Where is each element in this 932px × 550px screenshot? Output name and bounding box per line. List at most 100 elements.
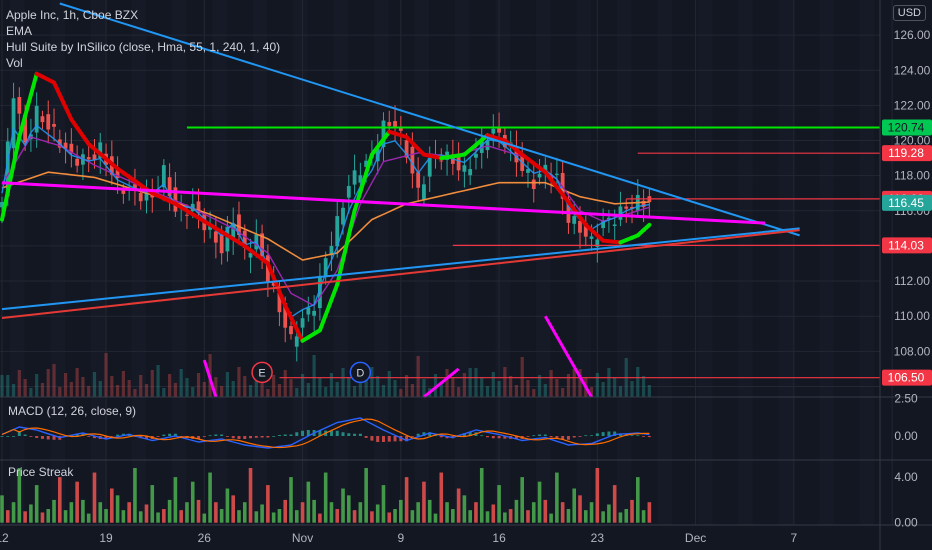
indicator-hull-label[interactable]: Hull Suite by InSilico (close, Hma, 55, … [6,40,281,54]
macd-histogram-bar [358,433,362,436]
candle-body [491,128,496,134]
streak-bar [323,472,328,523]
candle-body [213,231,218,243]
session-band [535,0,551,525]
macd-histogram-bar [561,436,565,440]
macd-histogram-bar [462,433,466,436]
streak-bar [46,509,51,523]
time-tick-label: 23 [591,531,605,545]
candle-body [531,179,536,189]
streak-bar [289,477,293,523]
candle-body [352,170,357,185]
macd-histogram-bar [214,434,218,436]
macd-histogram-bar [329,430,333,436]
streak-bar [318,513,322,523]
candle-body [63,142,68,149]
candle-body [312,310,317,316]
macd-histogram-bar [572,436,576,438]
streak-bar [266,485,270,523]
volume-bar [555,379,559,397]
candle-body [375,149,380,162]
volume-bar [87,386,91,397]
volume-bar [162,388,166,397]
volume-bar [202,382,206,397]
candle-body [11,98,16,149]
macd-histogram-bar [301,430,305,436]
macd-histogram-bar [595,433,599,436]
price-streak-title[interactable]: Price Streak [8,465,74,479]
candle-body [583,222,588,237]
candle-body [121,190,126,194]
macd-histogram-bar [468,432,472,436]
streak-bar [595,467,600,523]
macd-histogram-bar [29,436,33,437]
price-axis[interactable]: 108.00110.00112.00114.00116.00118.00120.… [882,28,932,530]
indicator-ema-label[interactable]: EMA [6,24,33,38]
volume-bar [81,377,85,397]
macd-histogram-bar [584,435,588,437]
streak-bar [508,509,513,523]
streak-bar [468,510,472,523]
macd-histogram-bar [179,436,183,437]
volume-bar [589,387,594,397]
macd-histogram-bar [283,434,287,436]
streak-bar [364,467,368,523]
streak-bar [219,509,224,523]
streak-bar [410,510,415,523]
streak-bar [601,511,605,523]
candle-body [543,164,548,174]
macd-title[interactable]: MACD (12, 26, close, 9) [8,404,137,418]
symbol-title[interactable]: Apple Inc, 1h, Cboe BZX [6,8,139,22]
volume-bar [543,384,547,397]
streak-bar [121,510,126,523]
macd-histogram-bar [46,436,50,440]
candle-body [474,153,478,158]
streak-bar [624,509,629,523]
candle-body [572,216,577,224]
candle-body [289,326,293,335]
indicator-overlays [0,71,652,343]
candle-body [439,160,444,162]
indicator-vol-label[interactable]: Vol [6,56,23,70]
price-tick-label: 118.00 [894,169,930,183]
volume-bar [116,385,120,397]
volume-bar [11,384,16,397]
streak-bar [370,511,374,523]
streak-bar [618,512,623,523]
volume-bar [133,389,137,397]
candle-body [260,233,264,257]
session-band [374,0,389,525]
volume-bar [613,377,617,397]
macd-histogram-bar [428,432,432,436]
hull-segment [277,289,288,308]
streak-bar [514,499,519,523]
session-band [50,0,65,525]
candle-body [393,121,397,128]
session-band [859,0,875,525]
volume-bar [485,386,490,397]
volume-bar [185,378,189,397]
hull-segment [641,222,652,233]
streak-bar [491,504,496,523]
candle-body [346,186,351,198]
candle-body [641,200,646,208]
macd-histogram-bar [202,436,206,437]
candle-body [248,252,253,258]
candle-body [387,122,392,126]
streak-bar [17,467,22,523]
volume-bar [312,355,316,397]
volume-bar [537,375,542,397]
streak-bar [34,485,39,523]
price-tick-label: 112.00 [894,274,930,288]
currency-button[interactable]: USD [892,5,926,21]
macd-histogram-bar [376,436,380,442]
candle-body [398,128,403,131]
time-axis[interactable]: 12 19 26 Nov 9 16 23 Dec 7 [0,531,798,545]
candle-body [185,214,189,216]
candle-body [34,105,39,133]
macd-histogram-bar [607,431,611,436]
price-tick-label: 110.00 [894,309,930,323]
candle-body [167,177,172,197]
volume-bar [40,383,45,397]
